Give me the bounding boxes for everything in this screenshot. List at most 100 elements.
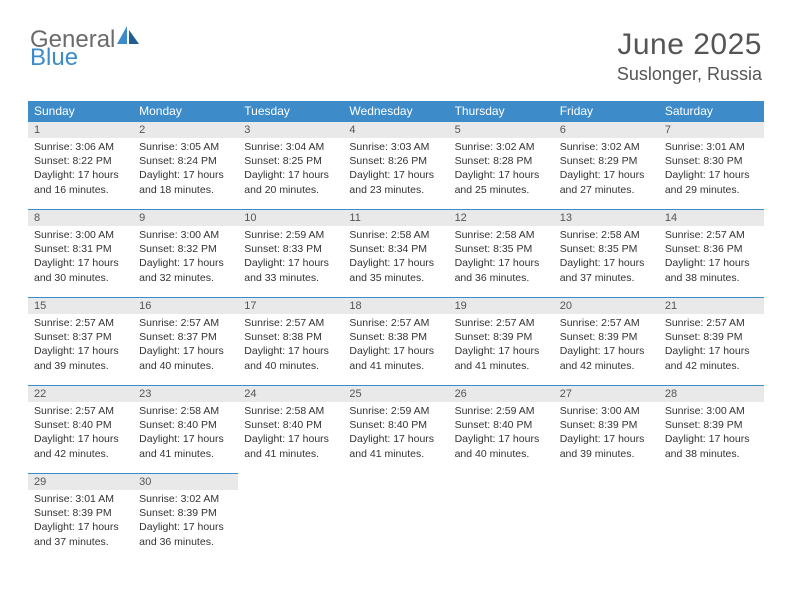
calendar-day-cell: 28Sunrise: 3:00 AMSunset: 8:39 PMDayligh… <box>659 386 764 474</box>
sunrise-text: Sunrise: 3:00 AM <box>139 228 232 242</box>
sunrise-text: Sunrise: 2:57 AM <box>349 316 442 330</box>
sunset-text: Sunset: 8:40 PM <box>455 418 548 432</box>
sunrise-text: Sunrise: 3:01 AM <box>665 140 758 154</box>
sunset-text: Sunset: 8:32 PM <box>139 242 232 256</box>
daylight-text: Daylight: 17 hours and 27 minutes. <box>560 168 653 196</box>
sunset-text: Sunset: 8:25 PM <box>244 154 337 168</box>
calendar-day-cell: 22Sunrise: 2:57 AMSunset: 8:40 PMDayligh… <box>28 386 133 474</box>
daylight-text: Daylight: 17 hours and 39 minutes. <box>34 344 127 372</box>
daylight-text: Daylight: 17 hours and 40 minutes. <box>244 344 337 372</box>
weekday-header: Tuesday <box>238 101 343 122</box>
day-body: Sunrise: 2:57 AMSunset: 8:39 PMDaylight:… <box>659 314 764 377</box>
daylight-text: Daylight: 17 hours and 39 minutes. <box>560 432 653 460</box>
day-number: 10 <box>238 210 343 226</box>
sunrise-text: Sunrise: 3:00 AM <box>34 228 127 242</box>
sunrise-text: Sunrise: 2:59 AM <box>455 404 548 418</box>
day-body: Sunrise: 2:57 AMSunset: 8:39 PMDaylight:… <box>554 314 659 377</box>
day-number: 14 <box>659 210 764 226</box>
day-body: Sunrise: 2:59 AMSunset: 8:33 PMDaylight:… <box>238 226 343 289</box>
sunset-text: Sunset: 8:26 PM <box>349 154 442 168</box>
calendar-day-cell: 2Sunrise: 3:05 AMSunset: 8:24 PMDaylight… <box>133 122 238 210</box>
daylight-text: Daylight: 17 hours and 38 minutes. <box>665 432 758 460</box>
sunrise-text: Sunrise: 2:58 AM <box>139 404 232 418</box>
calendar-day-cell: 10Sunrise: 2:59 AMSunset: 8:33 PMDayligh… <box>238 210 343 298</box>
calendar-table: Sunday Monday Tuesday Wednesday Thursday… <box>28 101 764 562</box>
calendar-day-cell: 26Sunrise: 2:59 AMSunset: 8:40 PMDayligh… <box>449 386 554 474</box>
day-number: 2 <box>133 122 238 138</box>
calendar-week-row: 29Sunrise: 3:01 AMSunset: 8:39 PMDayligh… <box>28 474 764 562</box>
day-number: 23 <box>133 386 238 402</box>
sunrise-text: Sunrise: 2:57 AM <box>244 316 337 330</box>
daylight-text: Daylight: 17 hours and 40 minutes. <box>139 344 232 372</box>
day-number: 3 <box>238 122 343 138</box>
sunrise-text: Sunrise: 2:58 AM <box>455 228 548 242</box>
day-body: Sunrise: 2:57 AMSunset: 8:39 PMDaylight:… <box>449 314 554 377</box>
day-number: 18 <box>343 298 448 314</box>
sunset-text: Sunset: 8:38 PM <box>349 330 442 344</box>
calendar-day-cell: 4Sunrise: 3:03 AMSunset: 8:26 PMDaylight… <box>343 122 448 210</box>
day-body: Sunrise: 2:57 AMSunset: 8:37 PMDaylight:… <box>28 314 133 377</box>
sunrise-text: Sunrise: 3:01 AM <box>34 492 127 506</box>
calendar-day-cell: 1Sunrise: 3:06 AMSunset: 8:22 PMDaylight… <box>28 122 133 210</box>
day-body: Sunrise: 3:02 AMSunset: 8:28 PMDaylight:… <box>449 138 554 201</box>
calendar-day-cell: 5Sunrise: 3:02 AMSunset: 8:28 PMDaylight… <box>449 122 554 210</box>
month-title: June 2025 <box>617 28 762 62</box>
day-body: Sunrise: 3:03 AMSunset: 8:26 PMDaylight:… <box>343 138 448 201</box>
weekday-header: Thursday <box>449 101 554 122</box>
day-number: 15 <box>28 298 133 314</box>
calendar-day-cell: 24Sunrise: 2:58 AMSunset: 8:40 PMDayligh… <box>238 386 343 474</box>
daylight-text: Daylight: 17 hours and 41 minutes. <box>139 432 232 460</box>
day-body: Sunrise: 3:01 AMSunset: 8:39 PMDaylight:… <box>28 490 133 553</box>
sunrise-text: Sunrise: 3:02 AM <box>139 492 232 506</box>
day-body: Sunrise: 3:05 AMSunset: 8:24 PMDaylight:… <box>133 138 238 201</box>
daylight-text: Daylight: 17 hours and 42 minutes. <box>665 344 758 372</box>
daylight-text: Daylight: 17 hours and 32 minutes. <box>139 256 232 284</box>
sunrise-text: Sunrise: 2:57 AM <box>34 404 127 418</box>
day-number: 29 <box>28 474 133 490</box>
day-body: Sunrise: 3:00 AMSunset: 8:32 PMDaylight:… <box>133 226 238 289</box>
calendar-day-cell: 9Sunrise: 3:00 AMSunset: 8:32 PMDaylight… <box>133 210 238 298</box>
sunset-text: Sunset: 8:40 PM <box>349 418 442 432</box>
calendar-day-cell: 29Sunrise: 3:01 AMSunset: 8:39 PMDayligh… <box>28 474 133 562</box>
sunset-text: Sunset: 8:39 PM <box>665 418 758 432</box>
sunrise-text: Sunrise: 2:58 AM <box>560 228 653 242</box>
daylight-text: Daylight: 17 hours and 41 minutes. <box>244 432 337 460</box>
sunrise-text: Sunrise: 3:00 AM <box>560 404 653 418</box>
title-block: June 2025 Suslonger, Russia <box>617 28 762 85</box>
sunset-text: Sunset: 8:36 PM <box>665 242 758 256</box>
day-body: Sunrise: 2:57 AMSunset: 8:38 PMDaylight:… <box>343 314 448 377</box>
calendar-day-cell: 23Sunrise: 2:58 AMSunset: 8:40 PMDayligh… <box>133 386 238 474</box>
sunrise-text: Sunrise: 2:57 AM <box>665 228 758 242</box>
calendar-day-cell <box>659 474 764 562</box>
sunrise-text: Sunrise: 2:57 AM <box>560 316 653 330</box>
day-body: Sunrise: 2:57 AMSunset: 8:36 PMDaylight:… <box>659 226 764 289</box>
calendar-day-cell: 8Sunrise: 3:00 AMSunset: 8:31 PMDaylight… <box>28 210 133 298</box>
weekday-header: Sunday <box>28 101 133 122</box>
day-number: 22 <box>28 386 133 402</box>
day-body: Sunrise: 2:57 AMSunset: 8:40 PMDaylight:… <box>28 402 133 465</box>
sunrise-text: Sunrise: 3:02 AM <box>560 140 653 154</box>
sunset-text: Sunset: 8:28 PM <box>455 154 548 168</box>
day-number: 6 <box>554 122 659 138</box>
sunset-text: Sunset: 8:29 PM <box>560 154 653 168</box>
location-text: Suslonger, Russia <box>617 64 762 85</box>
day-number: 5 <box>449 122 554 138</box>
day-number: 26 <box>449 386 554 402</box>
day-body: Sunrise: 2:57 AMSunset: 8:38 PMDaylight:… <box>238 314 343 377</box>
daylight-text: Daylight: 17 hours and 41 minutes. <box>455 344 548 372</box>
calendar-day-cell: 17Sunrise: 2:57 AMSunset: 8:38 PMDayligh… <box>238 298 343 386</box>
calendar-day-cell: 13Sunrise: 2:58 AMSunset: 8:35 PMDayligh… <box>554 210 659 298</box>
day-number: 1 <box>28 122 133 138</box>
weekday-header: Monday <box>133 101 238 122</box>
sunrise-text: Sunrise: 2:58 AM <box>244 404 337 418</box>
calendar-week-row: 8Sunrise: 3:00 AMSunset: 8:31 PMDaylight… <box>28 210 764 298</box>
sunset-text: Sunset: 8:40 PM <box>34 418 127 432</box>
daylight-text: Daylight: 17 hours and 37 minutes. <box>34 520 127 548</box>
sunrise-text: Sunrise: 2:57 AM <box>34 316 127 330</box>
calendar-week-row: 1Sunrise: 3:06 AMSunset: 8:22 PMDaylight… <box>28 122 764 210</box>
sunset-text: Sunset: 8:39 PM <box>560 330 653 344</box>
page-header: General Blue June 2025 Suslonger, Russia <box>0 0 792 95</box>
day-number: 16 <box>133 298 238 314</box>
sunset-text: Sunset: 8:39 PM <box>560 418 653 432</box>
sunrise-text: Sunrise: 2:57 AM <box>455 316 548 330</box>
